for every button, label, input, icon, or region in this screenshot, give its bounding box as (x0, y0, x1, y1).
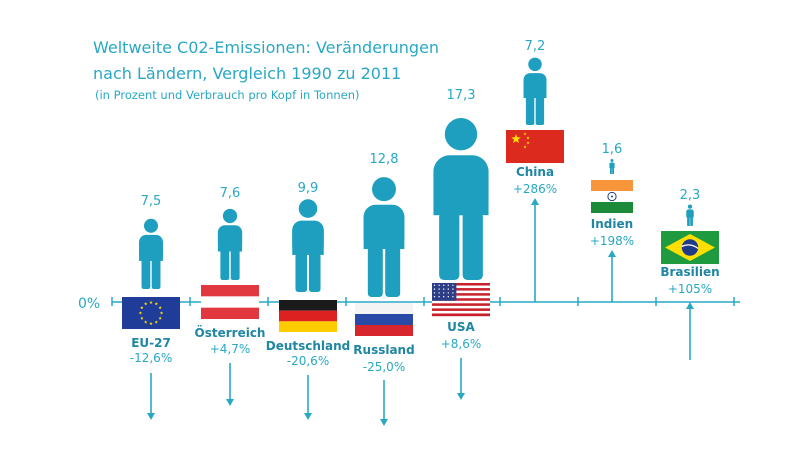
country-india: 1,6 Indien +198% (590, 142, 634, 302)
country-name: China (516, 165, 554, 179)
flag-austria (201, 285, 259, 319)
per-capita-label: 17,3 (447, 88, 476, 103)
person-icon (292, 199, 324, 292)
per-capita-label: 7,5 (141, 194, 162, 209)
per-capita-label: 9,9 (298, 181, 319, 196)
flag-brazil (661, 231, 719, 264)
change-label: +8,6% (441, 337, 482, 351)
country-name: Brasilien (660, 265, 719, 279)
per-capita-label: 7,6 (220, 186, 241, 201)
person-icon (139, 218, 163, 289)
per-capita-label: 2,3 (680, 188, 701, 203)
flag-russia (355, 303, 413, 336)
country-name: Österreich (195, 325, 266, 340)
change-label: +198% (590, 234, 634, 248)
change-label: +286% (513, 182, 557, 196)
change-arrow (531, 198, 539, 302)
country-groups: 7,5 EU-27-12,6% 7,6 Österreich +4,7% 9,9 Deuts… (122, 39, 720, 426)
change-label: -20,6% (287, 354, 329, 368)
change-arrow (226, 363, 234, 406)
per-capita-label: 1,6 (602, 142, 623, 157)
change-label: -25,0% (363, 360, 405, 374)
country-brazil: 2,3 Brasilien +105% (660, 188, 720, 360)
change-arrow (457, 358, 465, 400)
change-arrow (686, 302, 694, 360)
country-austria: 7,6 Österreich +4,7% (195, 186, 266, 406)
chart-subtitle: (in Prozent und Verbrauch pro Kopf in To… (95, 88, 360, 102)
flag-china (506, 130, 564, 163)
person-icon (686, 204, 694, 226)
person-icon (433, 118, 489, 280)
country-name: Russland (353, 343, 414, 357)
country-name: EU-27 (131, 336, 171, 350)
per-capita-label: 7,2 (525, 39, 546, 54)
flag-usa (432, 283, 490, 317)
flag-india (591, 180, 633, 213)
change-arrow (147, 373, 155, 420)
country-eu: 7,5 EU-27-12,6% (122, 194, 180, 420)
country-china: 7,2 China +286% (506, 39, 564, 302)
country-usa: 17,3 USA +8,6% (432, 88, 490, 400)
country-name: USA (447, 320, 475, 334)
country-germany: 9,9 Deutschland-20,6% (266, 181, 351, 420)
zero-label: 0% (78, 296, 100, 312)
axis-ticks (111, 297, 735, 306)
country-name: Deutschland (266, 339, 351, 353)
person-icon (609, 159, 615, 174)
flag-eu (122, 297, 180, 329)
change-label: -12,6% (130, 351, 172, 365)
flag-germany (279, 300, 337, 332)
country-russia: 12,8 Russland -25,0% (353, 152, 415, 426)
chart-title-line-1: Weltweite C02-Emissionen: Veränderungen (93, 38, 439, 57)
change-label: +105% (668, 282, 712, 296)
person-icon (523, 57, 547, 125)
chart-title-line-2: nach Ländern, Vergleich 1990 zu 2011 (93, 64, 401, 83)
person-icon (363, 177, 405, 297)
person-icon (217, 208, 243, 280)
change-arrow (380, 380, 388, 426)
change-arrow (304, 375, 312, 420)
per-capita-label: 12,8 (370, 152, 399, 167)
change-label: +4,7% (210, 342, 251, 356)
change-arrow (608, 250, 616, 302)
country-name: Indien (591, 217, 633, 231)
